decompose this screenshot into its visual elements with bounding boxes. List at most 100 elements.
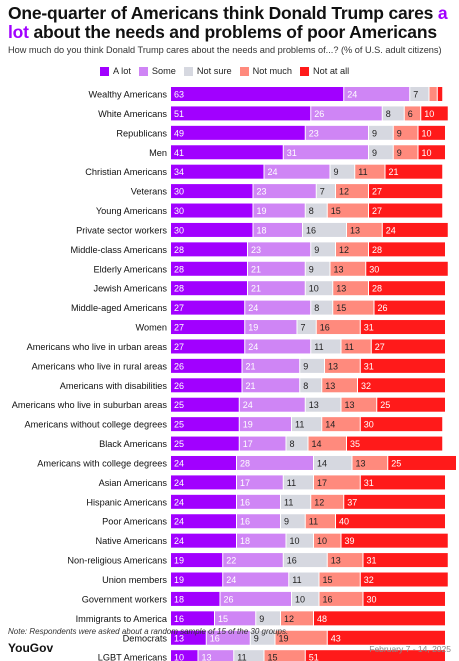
legend-label: Some: [151, 66, 176, 76]
bar-segment: [388, 455, 456, 470]
data-label: 10: [290, 536, 300, 546]
data-label: 28: [174, 245, 184, 255]
bar-segment: [171, 494, 236, 509]
data-label: 16: [320, 323, 330, 333]
data-label: 11: [295, 420, 304, 430]
category-label: Democrats: [123, 633, 168, 643]
data-label: 13: [336, 284, 346, 294]
data-label: 26: [314, 109, 324, 119]
data-label: 30: [174, 187, 184, 197]
bar-segment: [171, 300, 245, 315]
data-label: 63: [174, 90, 184, 100]
bar-segment: [341, 533, 448, 548]
legend-label: Not much: [252, 66, 292, 76]
category-label: Women: [136, 323, 168, 333]
bar-segment: [171, 145, 283, 160]
legend-item-a-lot: A lot: [100, 66, 131, 76]
category-label: Veterans: [131, 187, 168, 197]
data-label: 26: [174, 381, 184, 391]
data-label: 24: [174, 478, 184, 488]
legend-item-some: Some: [138, 66, 176, 76]
bar-segment: [341, 339, 371, 354]
bar-segment: [242, 358, 300, 373]
bar-segment: [369, 125, 393, 140]
bar-segment: [253, 184, 316, 199]
data-label: 16: [174, 614, 184, 624]
bar-segment: [198, 650, 234, 661]
category-label: Christian Americans: [85, 167, 167, 177]
data-label: 30: [367, 594, 377, 604]
category-label: White Americans: [98, 109, 167, 119]
data-label: 11: [292, 575, 301, 585]
data-label: 16: [240, 497, 250, 507]
data-label: 31: [367, 556, 377, 566]
data-label: 11: [309, 517, 318, 527]
category-label: Americans with college degrees: [37, 458, 167, 468]
bar-segment: [171, 611, 214, 626]
category-label: Jewish Americans: [93, 284, 167, 294]
bar-segment: [171, 358, 242, 373]
bar-segment: [371, 339, 445, 354]
bar-segment: [393, 125, 418, 140]
bar-segment: [322, 378, 357, 393]
legend: A lot Some Not sure Not much Not at all: [100, 66, 357, 76]
bar-segment: [305, 397, 341, 412]
bar-segment: [289, 572, 319, 587]
data-label: 10: [317, 536, 327, 546]
bar-segment: [410, 87, 429, 101]
data-label: 13: [350, 225, 360, 235]
bar-segment: [314, 475, 360, 490]
data-label: 30: [174, 206, 184, 216]
bar-segment: [303, 222, 346, 237]
data-label: 28: [174, 264, 184, 274]
bar-segment: [275, 630, 327, 645]
data-label: 25: [174, 400, 184, 410]
bar-segment: [421, 106, 448, 121]
bar-segment: [171, 455, 236, 470]
bar-segment: [171, 533, 236, 548]
data-label: 24: [347, 90, 357, 100]
data-label: 26: [378, 303, 388, 313]
legend-swatch: [239, 66, 249, 76]
category-label: Middle-aged Americans: [71, 303, 167, 313]
bar-segment: [314, 611, 445, 626]
data-label: 24: [226, 575, 236, 585]
chart-title: One-quarter of Americans think Donald Tr…: [8, 4, 454, 42]
bar-segment: [336, 514, 445, 529]
chart-subtitle: How much do you think Donald Trump cares…: [8, 45, 442, 55]
legend-item-not-sure: Not sure: [183, 66, 232, 76]
data-label: 16: [240, 517, 250, 527]
category-label: Government workers: [82, 594, 168, 604]
bar-segment: [418, 125, 445, 140]
bar-segment: [347, 436, 443, 451]
data-label: 39: [345, 536, 355, 546]
data-label: 23: [251, 245, 261, 255]
data-label: 19: [279, 633, 289, 643]
legend-item-not-much: Not much: [239, 66, 292, 76]
category-label: Non-religious Americans: [67, 556, 167, 566]
bar-segment: [283, 145, 368, 160]
bar-segment: [305, 281, 333, 296]
bar-segment: [223, 553, 283, 568]
data-label: 19: [174, 575, 184, 585]
data-label: 11: [358, 167, 367, 177]
data-label: 18: [240, 536, 250, 546]
bar-segment: [281, 514, 305, 529]
category-label: Americans who live in urban areas: [27, 342, 168, 352]
bar-segment: [369, 145, 393, 160]
bar-segment: [239, 436, 286, 451]
data-label: 13: [331, 556, 341, 566]
data-label: 16: [323, 594, 333, 604]
bar-segment: [171, 125, 305, 140]
data-label: 24: [174, 517, 184, 527]
bar-segment: [333, 300, 374, 315]
bar-segment: [237, 533, 286, 548]
data-label: 15: [218, 614, 228, 624]
yougov-logo: YouGov: [8, 641, 54, 655]
data-label: 9: [284, 517, 289, 527]
bar-segment: [171, 514, 236, 529]
category-label: Poor Americans: [102, 517, 167, 527]
bar-segment: [330, 164, 355, 179]
data-label: 10: [424, 109, 434, 119]
bar-segment: [360, 475, 445, 490]
